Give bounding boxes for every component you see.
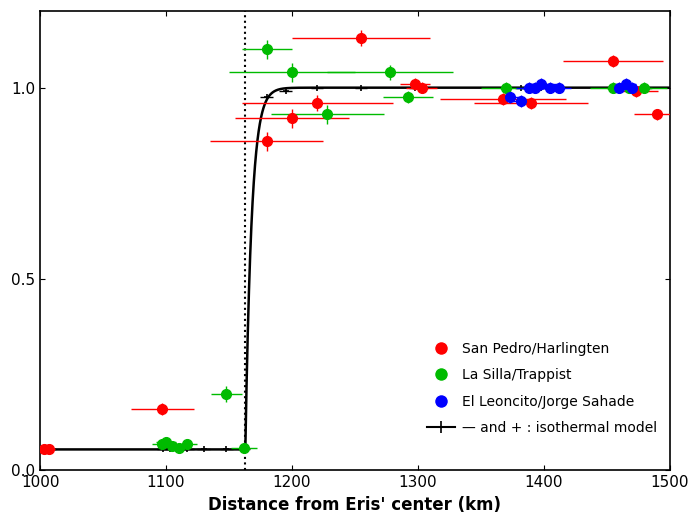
X-axis label: Distance from Eris' center (km): Distance from Eris' center (km) [209, 496, 501, 514]
Legend: San Pedro/Harlingten, La Silla/Trappist, El Leoncito/Jorge Sahade, — and + : iso: San Pedro/Harlingten, La Silla/Trappist,… [421, 336, 663, 440]
